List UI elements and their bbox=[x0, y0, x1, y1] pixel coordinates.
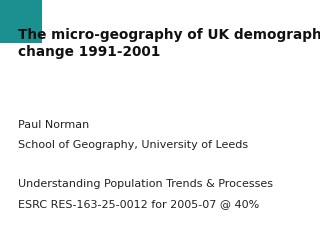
Text: The micro-geography of UK demographic
change 1991-2001: The micro-geography of UK demographic ch… bbox=[18, 28, 320, 60]
Text: Understanding Population Trends & Processes: Understanding Population Trends & Proces… bbox=[18, 179, 273, 189]
Text: School of Geography, University of Leeds: School of Geography, University of Leeds bbox=[18, 140, 248, 150]
Text: Paul Norman: Paul Norman bbox=[18, 120, 89, 130]
Text: ESRC RES-163-25-0012 for 2005-07 @ 40%: ESRC RES-163-25-0012 for 2005-07 @ 40% bbox=[18, 199, 259, 209]
